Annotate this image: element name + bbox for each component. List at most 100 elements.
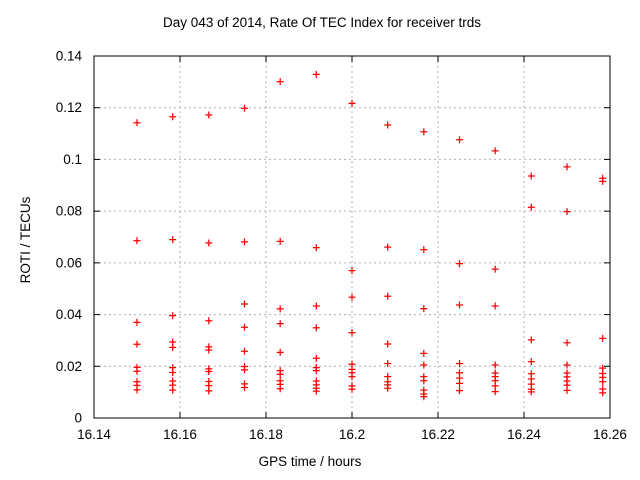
data-point-marker bbox=[384, 384, 392, 392]
data-point-marker bbox=[384, 292, 392, 300]
data-point-marker bbox=[276, 237, 284, 245]
data-point-marker bbox=[456, 301, 463, 309]
data-point-marker bbox=[169, 386, 177, 394]
data-point-marker bbox=[420, 377, 428, 385]
data-point-marker bbox=[491, 302, 499, 310]
chart-title: Day 043 of 2014, Rate Of TEC Index for r… bbox=[163, 15, 481, 30]
x-tick-label: 16.14 bbox=[77, 427, 111, 442]
data-points bbox=[133, 70, 607, 401]
y-tick-label: 0.12 bbox=[56, 100, 82, 115]
x-tick-label: 16.26 bbox=[593, 427, 627, 442]
data-point-marker bbox=[599, 177, 607, 185]
data-point-marker bbox=[169, 368, 177, 376]
y-tick-label: 0.02 bbox=[56, 359, 82, 374]
data-point-marker bbox=[205, 387, 213, 395]
data-point-marker bbox=[169, 312, 177, 320]
data-point-marker bbox=[205, 346, 213, 354]
data-point-marker bbox=[348, 267, 356, 275]
data-point-marker bbox=[420, 246, 428, 254]
tick-marks bbox=[93, 55, 611, 419]
data-point-marker bbox=[348, 293, 356, 301]
y-tick-label: 0.14 bbox=[56, 49, 83, 64]
data-point-marker bbox=[276, 320, 284, 328]
y-axis-label: ROTI / TECUs bbox=[18, 196, 33, 283]
data-point-marker bbox=[563, 208, 571, 216]
data-point-marker bbox=[312, 70, 320, 78]
x-tick-label: 16.22 bbox=[421, 427, 455, 442]
data-point-marker bbox=[456, 260, 463, 268]
data-point-marker bbox=[563, 386, 571, 394]
data-point-marker bbox=[527, 203, 535, 211]
data-point-marker bbox=[312, 354, 320, 362]
data-point-marker bbox=[241, 300, 248, 308]
data-point-marker bbox=[133, 318, 141, 326]
y-tick-label: 0 bbox=[74, 411, 82, 426]
data-point-marker bbox=[312, 387, 320, 395]
x-tick-label: 16.2 bbox=[339, 427, 365, 442]
data-point-marker bbox=[491, 361, 499, 369]
data-point-marker bbox=[169, 343, 177, 351]
data-point-marker bbox=[456, 379, 463, 387]
x-tick-label: 16.18 bbox=[249, 427, 283, 442]
data-point-marker bbox=[312, 324, 320, 332]
data-point-marker bbox=[527, 172, 535, 180]
x-tick-labels: 16.14 16.16 16.18 16.2 16.22 16.24 16.26 bbox=[77, 427, 627, 442]
data-point-marker bbox=[241, 366, 248, 374]
data-point-marker bbox=[348, 373, 356, 381]
data-point-marker bbox=[205, 239, 213, 247]
data-point-marker bbox=[276, 385, 284, 393]
data-point-marker bbox=[133, 237, 141, 245]
data-point-marker bbox=[599, 334, 607, 342]
data-point-marker bbox=[527, 358, 535, 366]
grid-lines bbox=[94, 56, 610, 418]
data-point-marker bbox=[169, 113, 177, 121]
y-tick-label: 0.08 bbox=[56, 204, 82, 219]
data-point-marker bbox=[312, 244, 320, 252]
data-point-marker bbox=[420, 361, 428, 369]
y-tick-label: 0.04 bbox=[56, 307, 83, 322]
data-point-marker bbox=[491, 265, 499, 273]
x-axis-label: GPS time / hours bbox=[259, 454, 362, 469]
data-point-marker bbox=[456, 387, 463, 395]
data-point-marker bbox=[420, 305, 428, 313]
x-tick-label: 16.16 bbox=[163, 427, 197, 442]
x-tick-label: 16.24 bbox=[507, 427, 541, 442]
data-point-marker bbox=[205, 317, 213, 325]
y-tick-label: 0.06 bbox=[56, 255, 82, 270]
data-point-marker bbox=[205, 367, 213, 375]
data-point-marker bbox=[348, 99, 356, 107]
data-point-marker bbox=[599, 378, 607, 386]
data-point-marker bbox=[456, 359, 463, 367]
data-point-marker bbox=[241, 323, 248, 331]
data-point-marker bbox=[420, 128, 428, 136]
data-point-marker bbox=[491, 147, 499, 155]
y-tick-labels: 0 0.02 0.04 0.06 0.08 0.1 0.12 0.14 bbox=[56, 49, 83, 426]
data-point-marker bbox=[133, 340, 141, 348]
data-point-marker bbox=[276, 305, 284, 313]
data-point-marker bbox=[241, 104, 248, 112]
data-point-marker bbox=[348, 385, 356, 393]
data-point-marker bbox=[133, 119, 141, 127]
data-point-marker bbox=[384, 121, 392, 129]
data-point-marker bbox=[348, 329, 356, 337]
data-point-marker bbox=[599, 389, 607, 397]
data-point-marker bbox=[384, 359, 392, 367]
data-point-marker bbox=[420, 349, 428, 357]
data-point-marker bbox=[276, 348, 284, 356]
data-point-marker bbox=[241, 238, 248, 246]
data-point-marker bbox=[384, 243, 392, 251]
y-tick-label: 0.1 bbox=[63, 152, 82, 167]
data-point-marker bbox=[241, 347, 248, 355]
data-point-marker bbox=[312, 367, 320, 375]
data-point-marker bbox=[563, 339, 571, 347]
data-point-marker bbox=[312, 302, 320, 310]
data-point-marker bbox=[456, 136, 463, 144]
data-point-marker bbox=[384, 340, 392, 348]
data-point-marker bbox=[241, 383, 248, 391]
data-point-marker bbox=[527, 388, 535, 396]
data-point-marker bbox=[276, 370, 284, 378]
data-point-marker bbox=[169, 236, 177, 244]
data-point-marker bbox=[527, 336, 535, 344]
